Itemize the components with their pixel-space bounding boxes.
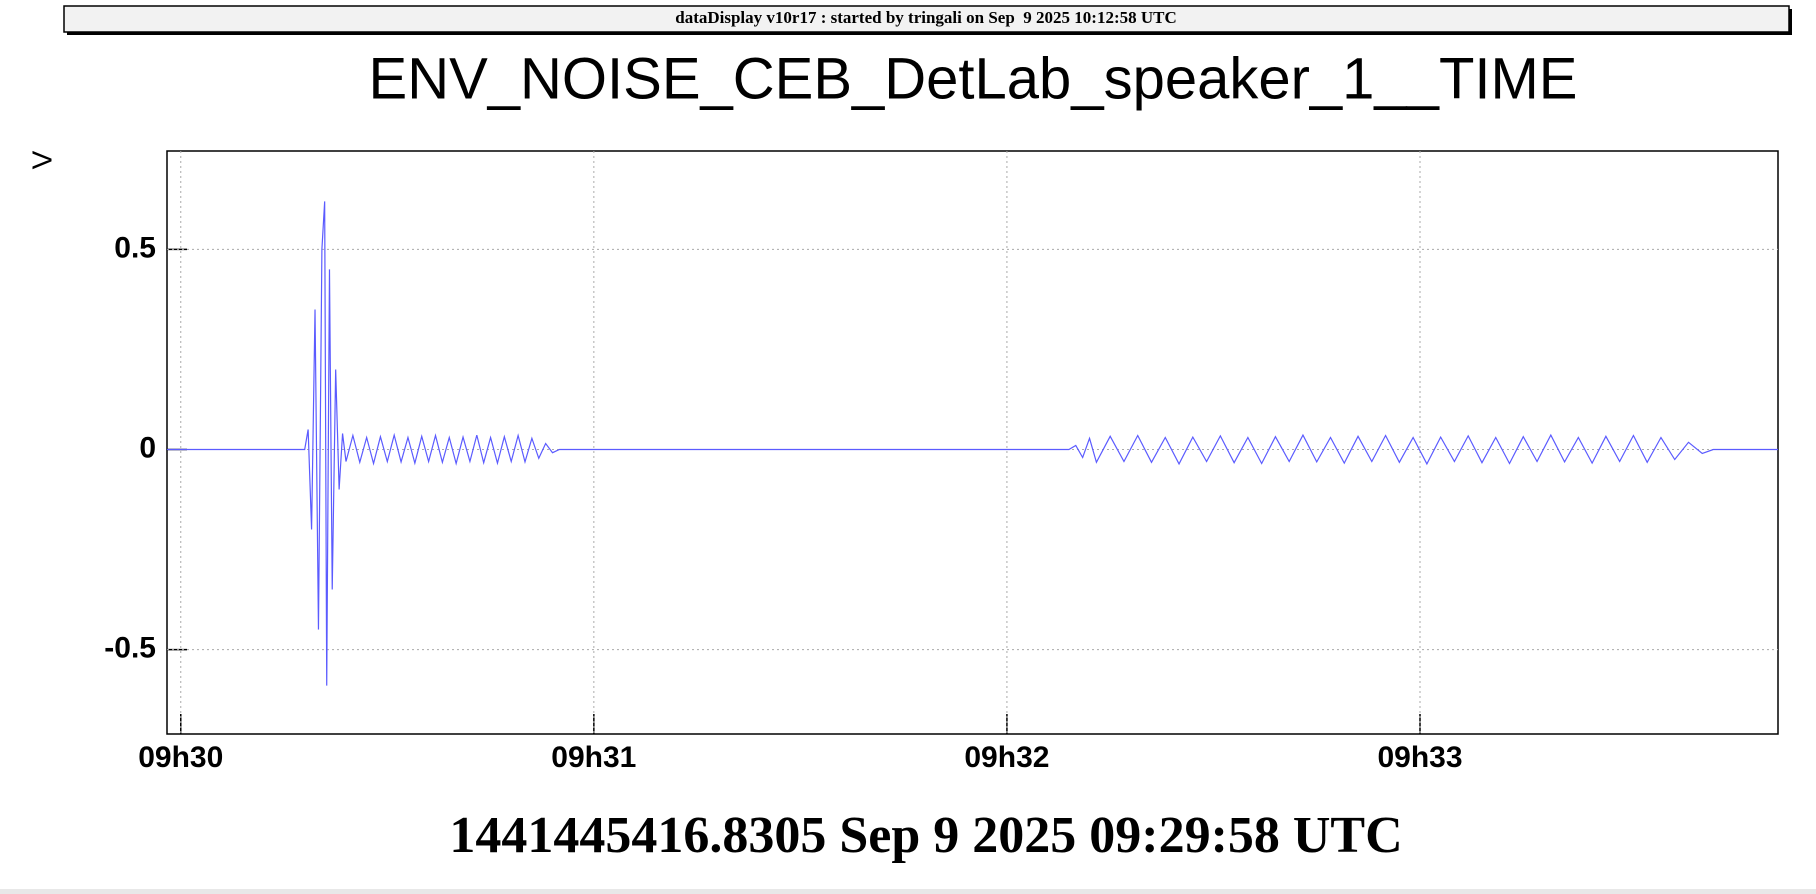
x-tick-label: 09h30: [138, 741, 223, 774]
y-tick-label: -0.5: [104, 631, 156, 664]
x-tick-label: 09h31: [551, 741, 636, 774]
banner-text: dataDisplay v10r17 : started by tringali…: [675, 8, 1177, 27]
y-tick-label: 0.5: [114, 231, 156, 264]
y-axis-label: V: [26, 150, 57, 169]
chart-title: ENV_NOISE_CEB_DetLab_speaker_1__TIME: [369, 46, 1578, 111]
status-strip: [0, 889, 1816, 894]
x-tick-label: 09h32: [964, 741, 1049, 774]
x-axis-label: 1441445416.8305 Sep 9 2025 09:29:58 UTC: [449, 807, 1402, 864]
signal-line: [167, 201, 1778, 686]
banner: [63, 5, 1790, 33]
y-tick-label: 0: [139, 431, 156, 464]
plot-frame: [166, 150, 1779, 735]
x-tick-label: 09h33: [1377, 741, 1462, 774]
